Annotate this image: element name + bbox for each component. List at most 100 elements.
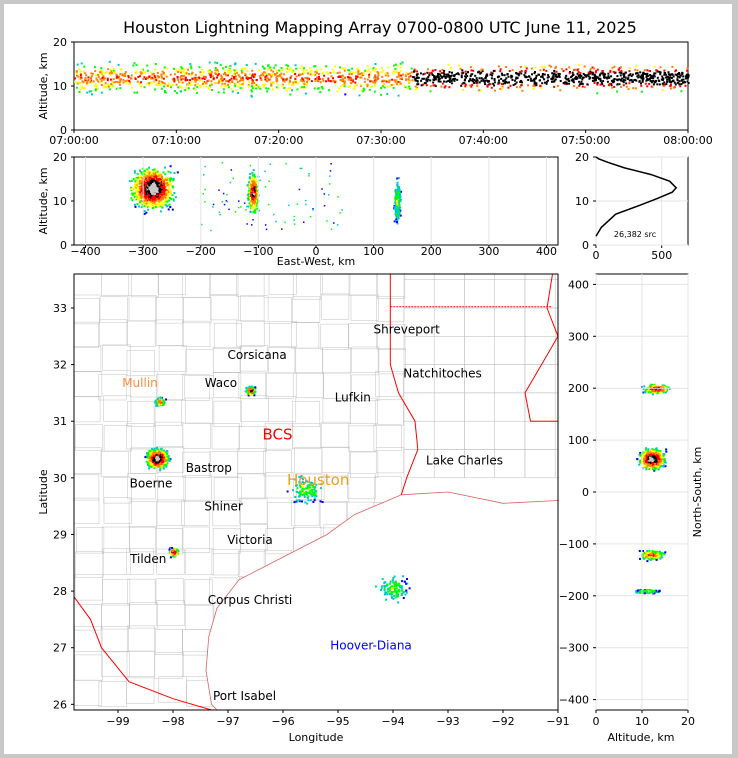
time-altitude-source xyxy=(675,74,678,76)
time-altitude-source xyxy=(680,79,683,82)
ew-altitude-source xyxy=(250,196,253,199)
plan-view-source xyxy=(151,457,154,460)
plan-view-source xyxy=(311,484,314,486)
plan-view-source xyxy=(152,449,155,452)
time-altitude-source xyxy=(329,71,332,74)
time-altitude-source xyxy=(399,77,402,80)
ew-altitude-source xyxy=(172,179,175,182)
ew-altitude-source xyxy=(168,197,171,199)
time-altitude-source xyxy=(289,76,292,79)
time-altitude-source xyxy=(680,83,683,86)
time-altitude-source xyxy=(460,84,463,87)
time-altitude-source xyxy=(412,76,415,79)
time-altitude-source xyxy=(194,80,197,83)
time-altitude-source xyxy=(219,64,222,66)
time-altitude-source xyxy=(376,71,379,73)
time-altitude-source xyxy=(387,66,390,69)
time-altitude-source xyxy=(637,76,640,79)
time-altitude-source xyxy=(175,68,178,71)
time-altitude-source xyxy=(564,77,567,79)
time-altitude-source xyxy=(339,79,342,82)
time-altitude-source xyxy=(410,67,413,70)
time-altitude-source xyxy=(107,68,110,71)
time-altitude-source xyxy=(684,75,687,78)
time-altitude-source xyxy=(160,75,163,78)
plan-view-source xyxy=(158,396,161,399)
plan-view-source xyxy=(383,587,386,590)
time-altitude-source xyxy=(106,77,109,80)
plan-view-ytick: 30 xyxy=(53,472,67,485)
time-altitude-source xyxy=(520,72,523,75)
plan-view-source xyxy=(380,587,383,590)
time-altitude-source xyxy=(585,74,588,77)
time-altitude-source xyxy=(555,65,557,68)
ew-altitude-source xyxy=(398,205,401,208)
time-altitude-source xyxy=(302,71,304,74)
ew-altitude-source xyxy=(172,198,175,201)
time-altitude-source xyxy=(122,74,125,77)
time-altitude-source xyxy=(472,80,475,83)
time-altitude-source xyxy=(606,77,609,80)
time-altitude-source xyxy=(571,75,574,78)
ew-altitude-source xyxy=(170,197,172,200)
time-altitude-source xyxy=(314,65,317,68)
ew-altitude-source xyxy=(396,188,399,191)
time-altitude-source xyxy=(79,73,82,76)
plan-view-source xyxy=(249,391,252,394)
time-altitude-source xyxy=(135,72,138,75)
time-altitude-source xyxy=(583,86,586,89)
ew-altitude-source xyxy=(140,171,143,174)
plan-view-source xyxy=(156,446,158,449)
ew-altitude-source xyxy=(143,203,146,206)
ew-altitude-source xyxy=(397,217,400,220)
time-altitude-source xyxy=(149,75,152,78)
time-altitude-source xyxy=(291,71,294,73)
time-altitude-source xyxy=(84,79,87,82)
time-altitude-source xyxy=(368,88,371,91)
time-altitude-source xyxy=(262,74,265,77)
plan-view-source xyxy=(163,401,166,404)
time-altitude-source xyxy=(497,81,500,84)
plan-view-source xyxy=(390,591,393,593)
plan-view-source xyxy=(172,548,175,551)
time-altitude-source xyxy=(317,79,319,82)
ew-altitude-source xyxy=(162,185,165,188)
time-altitude-source xyxy=(382,69,384,72)
time-altitude-source xyxy=(229,70,232,73)
plan-view-source xyxy=(253,390,256,393)
time-altitude-ytick: 20 xyxy=(53,36,67,49)
ew-altitude-source xyxy=(275,220,277,223)
time-altitude-source xyxy=(321,71,324,74)
time-altitude-source xyxy=(666,80,669,83)
time-altitude-source xyxy=(125,82,128,85)
time-altitude-source xyxy=(683,81,686,84)
time-altitude-source xyxy=(442,75,445,78)
city-label: Lufkin xyxy=(335,390,371,404)
time-altitude-source xyxy=(275,76,278,79)
plan-view-source xyxy=(161,463,164,466)
ew-altitude-source xyxy=(135,182,137,185)
ew-altitude-source xyxy=(161,206,164,209)
time-altitude-source xyxy=(79,70,82,73)
time-altitude-source xyxy=(497,82,500,85)
ew-altitude-source xyxy=(221,162,224,164)
plan-view-source xyxy=(374,585,377,588)
plan-view-source xyxy=(400,592,403,595)
plan-view-source xyxy=(161,457,164,460)
plan-view-source xyxy=(151,463,154,466)
plan-view-source xyxy=(301,493,304,496)
time-altitude-source xyxy=(236,71,238,74)
ew-altitude-source xyxy=(254,209,256,212)
ew-altitude-source xyxy=(251,188,254,191)
ew-altitude-source xyxy=(153,199,155,202)
time-altitude-source xyxy=(162,81,164,84)
time-altitude-source xyxy=(362,90,365,93)
time-altitude-source xyxy=(340,75,343,78)
ew-altitude-source xyxy=(139,197,142,200)
ew-altitude-source xyxy=(165,176,168,179)
time-altitude-source xyxy=(154,88,157,91)
time-altitude-source xyxy=(445,80,448,83)
time-altitude-source xyxy=(130,77,133,80)
ew-altitude-source xyxy=(150,202,153,205)
time-altitude-source xyxy=(678,76,681,79)
